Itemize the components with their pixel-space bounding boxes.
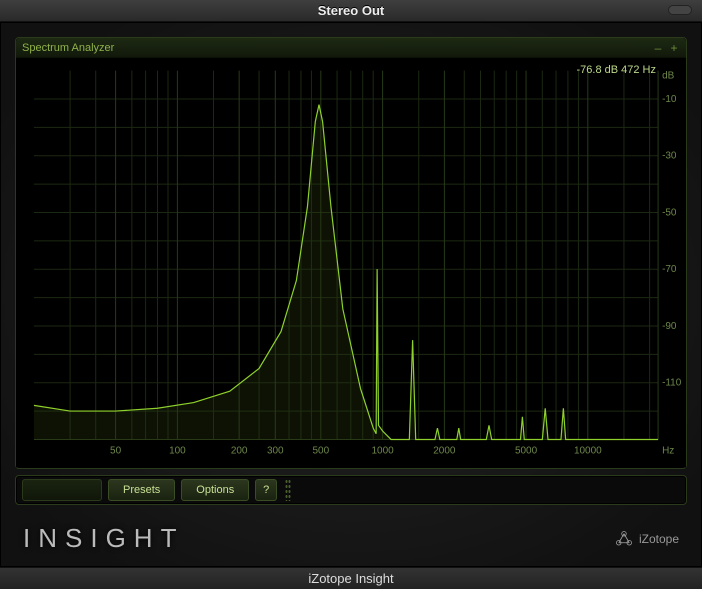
svg-text:200: 200 <box>231 445 248 456</box>
svg-text:Hz: Hz <box>662 445 674 456</box>
svg-text:-110: -110 <box>662 378 682 389</box>
svg-text:-70: -70 <box>662 264 677 275</box>
svg-text:2000: 2000 <box>433 445 456 456</box>
spectrum-panel-title: Spectrum Analyzer <box>22 42 114 54</box>
svg-text:10000: 10000 <box>574 445 602 456</box>
svg-text:-30: -30 <box>662 151 677 162</box>
help-button[interactable]: ? <box>255 479 277 501</box>
window-control-pill[interactable] <box>668 5 692 15</box>
options-button[interactable]: Options <box>181 479 249 501</box>
panel-minimize-icon[interactable]: – <box>652 42 664 54</box>
product-name: INSIGHT <box>23 523 184 554</box>
svg-text:dB: dB <box>662 71 675 82</box>
presets-button-label: Presets <box>123 484 160 496</box>
plugin-body: Spectrum Analyzer – + -76.8 dB 472 Hz -1… <box>0 22 702 567</box>
svg-text:5000: 5000 <box>515 445 538 456</box>
window-titlebar: Stereo Out <box>0 0 702 22</box>
spectrum-panel: Spectrum Analyzer – + -76.8 dB 472 Hz -1… <box>15 37 687 469</box>
footer-bar: iZotope Insight <box>0 567 702 589</box>
izotope-logo-icon <box>615 530 633 548</box>
company-name: iZotope <box>639 532 679 546</box>
help-button-label: ? <box>263 484 269 496</box>
svg-text:1000: 1000 <box>372 445 395 456</box>
svg-text:300: 300 <box>267 445 284 456</box>
footer-label: iZotope Insight <box>308 571 393 586</box>
window-title: Stereo Out <box>318 3 384 18</box>
toolbar: Presets Options ? <box>15 475 687 505</box>
spectrum-svg: -10 -30 -50 -70 -90 -110 dB 50 100 200 300 500 1000 2… <box>16 58 686 468</box>
spectrum-panel-header: Spectrum Analyzer – + <box>16 38 686 58</box>
svg-text:50: 50 <box>110 445 122 456</box>
svg-text:500: 500 <box>313 445 330 456</box>
branding-row: INSIGHT iZotope <box>15 523 687 554</box>
cursor-readout: -76.8 dB 472 Hz <box>577 64 657 76</box>
toolbar-grip-icon[interactable] <box>285 479 291 501</box>
svg-text:-50: -50 <box>662 207 677 218</box>
preset-slot[interactable] <box>22 479 102 501</box>
options-button-label: Options <box>196 484 234 496</box>
panel-expand-icon[interactable]: + <box>668 42 680 54</box>
svg-text:100: 100 <box>169 445 186 456</box>
svg-text:-10: -10 <box>662 94 677 105</box>
company-brand: iZotope <box>615 530 679 548</box>
svg-text:-90: -90 <box>662 321 677 332</box>
presets-button[interactable]: Presets <box>108 479 175 501</box>
spectrum-chart[interactable]: -76.8 dB 472 Hz -10 -30 -50 -70 -90 -110 dB 50 1… <box>16 58 686 468</box>
